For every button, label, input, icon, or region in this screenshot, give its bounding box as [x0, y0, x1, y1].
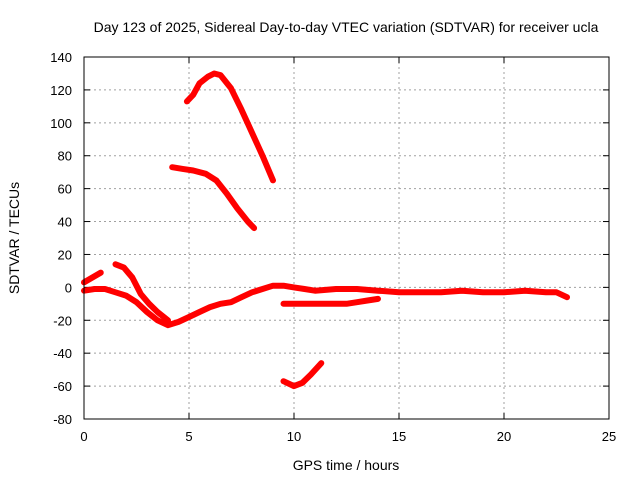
y-tick-label: 80: [58, 149, 72, 164]
y-tick-label: 20: [58, 247, 72, 262]
chart-title: Day 123 of 2025, Sidereal Day-to-day VTE…: [94, 19, 599, 35]
y-tick-label: 0: [65, 280, 72, 295]
y-tick-label: 140: [50, 50, 72, 65]
series-arc-2: [169, 164, 258, 232]
y-tick-label: 120: [50, 83, 72, 98]
x-axis-label: GPS time / hours: [293, 457, 400, 473]
series-arc-4: [112, 261, 171, 324]
series-arc-1: [183, 70, 276, 184]
y-tick-label: 60: [58, 182, 72, 197]
grid-lines: [84, 57, 609, 419]
y-tick-label: -60: [53, 379, 72, 394]
y-tick-label: 100: [50, 116, 72, 131]
series-arc-5: [81, 282, 570, 329]
x-tick-label: 25: [602, 429, 616, 444]
x-tick-label: 5: [185, 429, 192, 444]
plot-frame: [83, 56, 610, 420]
series-arc-6: [280, 295, 381, 307]
y-tick-label: -80: [53, 412, 72, 427]
y-tick-label: -40: [53, 346, 72, 361]
x-tick-label: 0: [80, 429, 87, 444]
plot-series: [81, 70, 570, 390]
series-arc-3: [81, 269, 104, 286]
series-arc-7: [280, 360, 325, 390]
y-tick-label: 40: [58, 215, 72, 230]
x-tick-label: 10: [287, 429, 301, 444]
y-axis-label: SDTVAR / TECUs: [6, 182, 22, 294]
x-tick-label: 20: [497, 429, 511, 444]
y-axis-ticks: -80 -60 -40 -20 0 20 40 60 80 100 120 140: [50, 50, 609, 427]
y-tick-label: -20: [53, 313, 72, 328]
x-tick-label: 15: [392, 429, 406, 444]
